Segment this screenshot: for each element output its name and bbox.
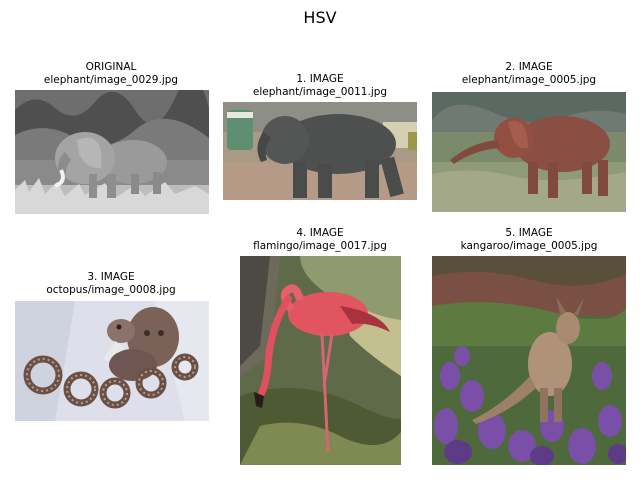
panel-heading: 3. IMAGE — [87, 271, 135, 283]
image-3-octopus — [15, 301, 209, 421]
panel-filename: octopus/image_0008.jpg — [46, 284, 176, 296]
panel-filename: elephant/image_0011.jpg — [252, 86, 388, 98]
image-2-elephant — [432, 92, 626, 212]
figure-title: HSV — [303, 8, 337, 27]
panel-heading: 2. IMAGE — [505, 61, 553, 73]
panel-filename: elephant/image_0005.jpg — [461, 74, 597, 86]
panel-heading: ORIGINAL — [85, 61, 137, 73]
panel-filename: elephant/image_0029.jpg — [43, 74, 179, 86]
image-4-flamingo — [240, 256, 401, 465]
image-5-kangaroo — [432, 256, 626, 465]
panel-caption-original: ORIGINAL elephant/image_0029.jpg — [6, 61, 216, 87]
panel-caption-2: 2. IMAGE elephant/image_0005.jpg — [424, 61, 634, 87]
panel-caption-5: 5. IMAGE kangaroo/image_0005.jpg — [424, 227, 634, 253]
panel-filename: kangaroo/image_0005.jpg — [460, 240, 598, 252]
panel-caption-1: 1. IMAGE elephant/image_0011.jpg — [215, 73, 425, 99]
panel-caption-4: 4. IMAGE flamingo/image_0017.jpg — [215, 227, 425, 253]
panel-caption-3: 3. IMAGE octopus/image_0008.jpg — [6, 271, 216, 297]
panel-heading: 1. IMAGE — [296, 73, 344, 85]
panel-heading: 4. IMAGE — [296, 227, 344, 239]
image-original-elephant — [15, 90, 209, 214]
panel-filename: flamingo/image_0017.jpg — [253, 240, 387, 252]
image-1-elephant — [223, 102, 417, 200]
panel-heading: 5. IMAGE — [505, 227, 553, 239]
